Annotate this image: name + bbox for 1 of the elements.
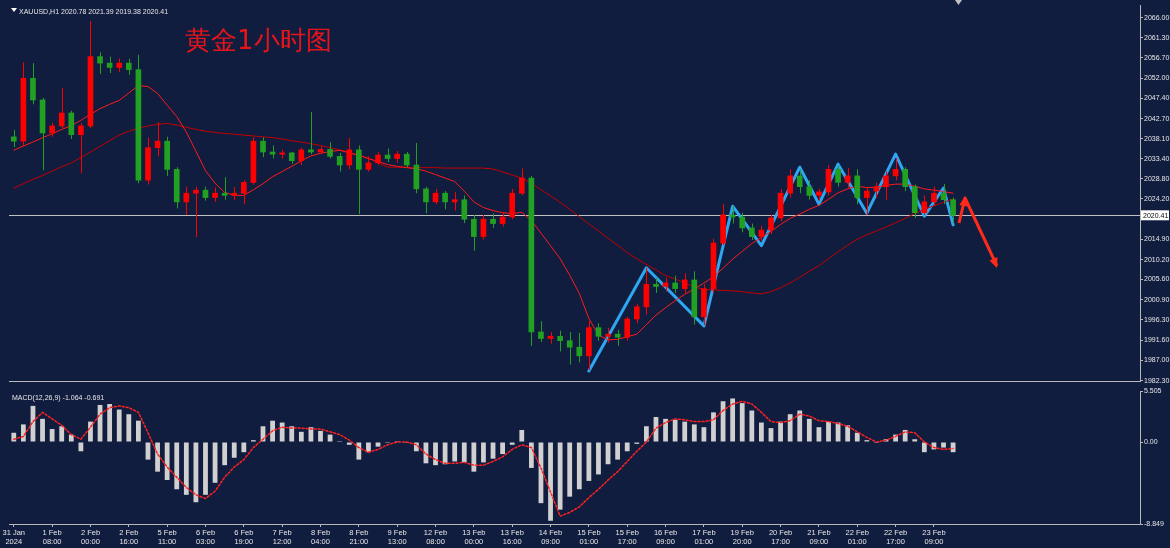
text: 黄金1小时图	[185, 25, 332, 55]
